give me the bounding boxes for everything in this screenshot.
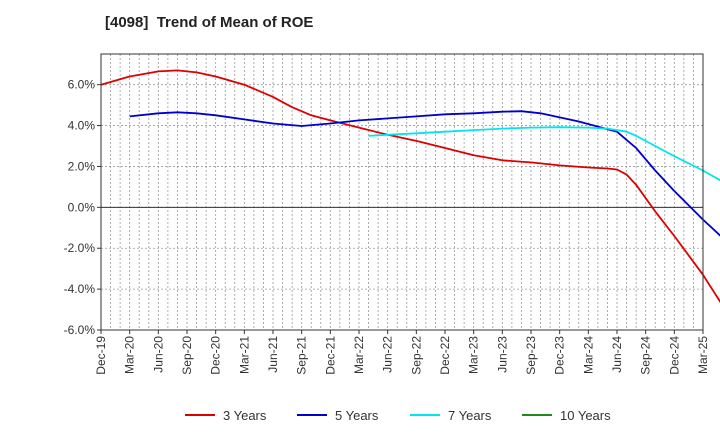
y-tick-label: -4.0% — [64, 282, 96, 296]
x-tick-label: Dec-22 — [438, 336, 452, 375]
x-axis-ticks: Dec-19 Mar-20 Jun-20 Sep-20 Dec-20 Mar-21 Jun-… — [94, 330, 710, 375]
plot-frame — [100, 53, 704, 331]
y-tick-label: 0.0% — [68, 200, 96, 214]
x-tick-label: Jun-22 — [381, 336, 395, 373]
x-tick-label: Sep-21 — [295, 336, 309, 375]
series-line-5-years — [129, 110, 720, 237]
grid-layer — [101, 54, 703, 331]
x-tick-label: Dec-24 — [667, 336, 681, 375]
y-tick-label: -2.0% — [64, 241, 96, 255]
legend: 3 Years 5 Years 7 Years 10 Years — [185, 408, 611, 423]
y-tick-label: 2.0% — [68, 159, 96, 173]
y-axis-ticks: 6.0% 4.0% 2.0% 0.0% -2.0% -4.0% -6.0% — [64, 78, 101, 337]
x-tick-label: Dec-23 — [553, 336, 567, 375]
legend-label: 5 Years — [335, 408, 379, 423]
legend-label: 7 Years — [448, 408, 492, 423]
x-tick-label: Mar-24 — [581, 336, 595, 374]
x-tick-label: Mar-21 — [237, 336, 251, 374]
x-tick-label: Mar-22 — [352, 336, 366, 374]
x-tick-label: Dec-21 — [323, 336, 337, 375]
series-line-3-years — [100, 69, 720, 304]
x-tick-label: Mar-23 — [467, 336, 481, 374]
y-tick-label: 6.0% — [68, 78, 96, 92]
x-tick-label: Sep-24 — [639, 336, 653, 375]
x-tick-label: Jun-23 — [495, 336, 509, 373]
x-tick-label: Sep-22 — [409, 336, 423, 375]
y-tick-label: 4.0% — [68, 119, 96, 133]
x-tick-label: Jun-21 — [266, 336, 280, 373]
x-tick-label: Jun-24 — [610, 336, 624, 373]
x-tick-label: Mar-20 — [123, 336, 137, 374]
x-tick-label: Mar-25 — [696, 336, 710, 374]
legend-label: 3 Years — [223, 408, 267, 423]
x-tick-label: Sep-20 — [180, 336, 194, 375]
x-tick-label: Dec-20 — [209, 336, 223, 375]
chart-title: [4098] Trend of Mean of ROE — [105, 14, 314, 31]
x-tick-label: Jun-20 — [151, 336, 165, 373]
series-line-7-years — [368, 126, 720, 182]
x-tick-label: Dec-19 — [94, 336, 108, 375]
legend-label: 10 Years — [560, 408, 611, 423]
series-layer — [100, 69, 720, 304]
y-tick-label: -6.0% — [64, 323, 96, 337]
x-tick-label: Sep-23 — [524, 336, 538, 375]
